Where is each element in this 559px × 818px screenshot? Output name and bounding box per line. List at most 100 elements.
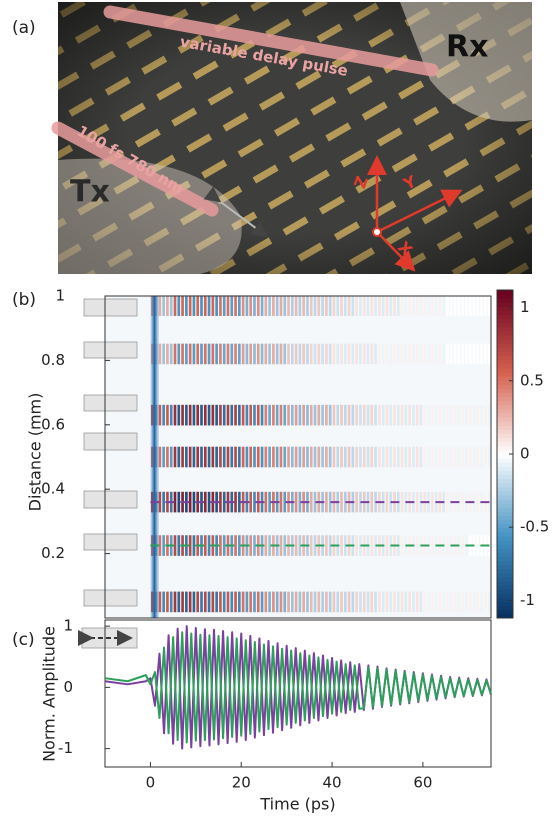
heat-cell bbox=[446, 491, 449, 513]
heat-cell bbox=[381, 295, 385, 316]
heat-cell bbox=[483, 295, 487, 316]
heat-cell bbox=[446, 446, 449, 468]
heat-cell bbox=[166, 295, 169, 316]
heat-cell bbox=[241, 343, 245, 365]
colorbar-step bbox=[497, 458, 513, 463]
heat-cell bbox=[264, 343, 268, 365]
heat-cell bbox=[215, 295, 218, 316]
heat-cell bbox=[472, 591, 476, 613]
heat-cell bbox=[238, 491, 241, 513]
heat-cell bbox=[340, 535, 343, 556]
heat-cell bbox=[215, 446, 218, 468]
illustration: (a) variable delay pulse Rx 100 fs 780 n… bbox=[12, 2, 532, 274]
colorbar-step bbox=[497, 376, 513, 381]
heat-cell bbox=[389, 343, 393, 365]
heat-cell bbox=[355, 535, 358, 556]
rx-label: Rx bbox=[446, 30, 488, 65]
heat-cell bbox=[211, 591, 215, 613]
heat-cell bbox=[298, 295, 302, 316]
heat-cell bbox=[234, 491, 237, 513]
heat-cell bbox=[279, 491, 283, 513]
heat-cell bbox=[400, 404, 404, 426]
heat-cell bbox=[370, 535, 374, 556]
heat-cell bbox=[238, 295, 241, 316]
heat-cell bbox=[351, 446, 355, 468]
field-arrow bbox=[203, 186, 269, 238]
heat-cell bbox=[306, 404, 309, 426]
delay-icon bbox=[78, 627, 138, 649]
colorbar-step bbox=[497, 326, 513, 332]
heat-cell bbox=[166, 446, 169, 468]
heat-cell bbox=[290, 591, 294, 613]
heat-cell bbox=[226, 591, 230, 613]
heat-cell bbox=[185, 446, 188, 468]
heat-cell bbox=[415, 446, 419, 468]
heat-cell bbox=[325, 404, 328, 426]
heat-cell bbox=[173, 491, 177, 513]
heat-cell bbox=[268, 343, 271, 365]
heat-cell bbox=[370, 591, 374, 613]
heat-cell bbox=[298, 591, 302, 613]
heat-cell bbox=[483, 343, 487, 365]
colorbar-step bbox=[497, 536, 513, 541]
heat-cell bbox=[222, 343, 226, 365]
heat-cell bbox=[264, 295, 268, 316]
colorbar-step bbox=[497, 544, 513, 549]
colorbar-step bbox=[497, 347, 513, 352]
heat-cell bbox=[328, 591, 332, 613]
heat-cell bbox=[260, 404, 264, 426]
heat-cell bbox=[362, 295, 366, 316]
heat-cell bbox=[366, 591, 370, 613]
heat-cell bbox=[294, 535, 298, 556]
heat-cell bbox=[279, 591, 283, 613]
heat-cell bbox=[347, 446, 351, 468]
heat-cell bbox=[412, 295, 415, 316]
heat-cell bbox=[438, 446, 442, 468]
heat-cell bbox=[192, 343, 196, 365]
heat-cell bbox=[419, 295, 423, 316]
colorbar-step bbox=[497, 425, 513, 430]
heat-cell bbox=[487, 404, 491, 426]
y-tick-label: 0 bbox=[63, 678, 73, 696]
heat-cell bbox=[309, 491, 313, 513]
heat-cell bbox=[203, 535, 207, 556]
heat-cell bbox=[366, 343, 370, 365]
heat-cell bbox=[476, 591, 480, 613]
colorbar-step bbox=[497, 413, 513, 418]
colorbar-step bbox=[497, 335, 513, 340]
heat-cell bbox=[453, 404, 457, 426]
heat-cell bbox=[461, 343, 464, 365]
heat-cell bbox=[476, 343, 480, 365]
heat-cell bbox=[298, 535, 302, 556]
heat-cell bbox=[378, 295, 381, 316]
heat-cell bbox=[400, 591, 404, 613]
heat-cell bbox=[393, 404, 396, 426]
heat-cell bbox=[328, 295, 332, 316]
heat-cell bbox=[287, 343, 290, 365]
heat-cell bbox=[370, 491, 374, 513]
heat-cell bbox=[306, 446, 309, 468]
heat-cell bbox=[321, 404, 324, 426]
heat-cell bbox=[177, 404, 181, 426]
colorbar-step bbox=[497, 331, 513, 336]
heat-cell bbox=[446, 404, 449, 426]
heat-cell bbox=[162, 591, 165, 613]
heat-cell bbox=[431, 591, 434, 613]
heat-cell bbox=[343, 591, 347, 613]
heat-cell bbox=[370, 343, 374, 365]
colorbar-step bbox=[497, 560, 513, 566]
heat-cell bbox=[283, 295, 287, 316]
heat-cell bbox=[268, 591, 271, 613]
heat-cell bbox=[476, 404, 480, 426]
colorbar-step bbox=[497, 572, 513, 578]
heat-cell bbox=[249, 343, 253, 365]
heat-cell bbox=[294, 343, 298, 365]
heat-cell bbox=[487, 343, 491, 365]
heat-cell bbox=[468, 295, 472, 316]
x-tick-label: 0 bbox=[146, 774, 156, 792]
heat-cell bbox=[211, 343, 215, 365]
colorbar-step bbox=[497, 433, 513, 439]
heat-cell bbox=[268, 446, 271, 468]
heat-cell bbox=[200, 446, 203, 468]
pad bbox=[83, 490, 138, 509]
